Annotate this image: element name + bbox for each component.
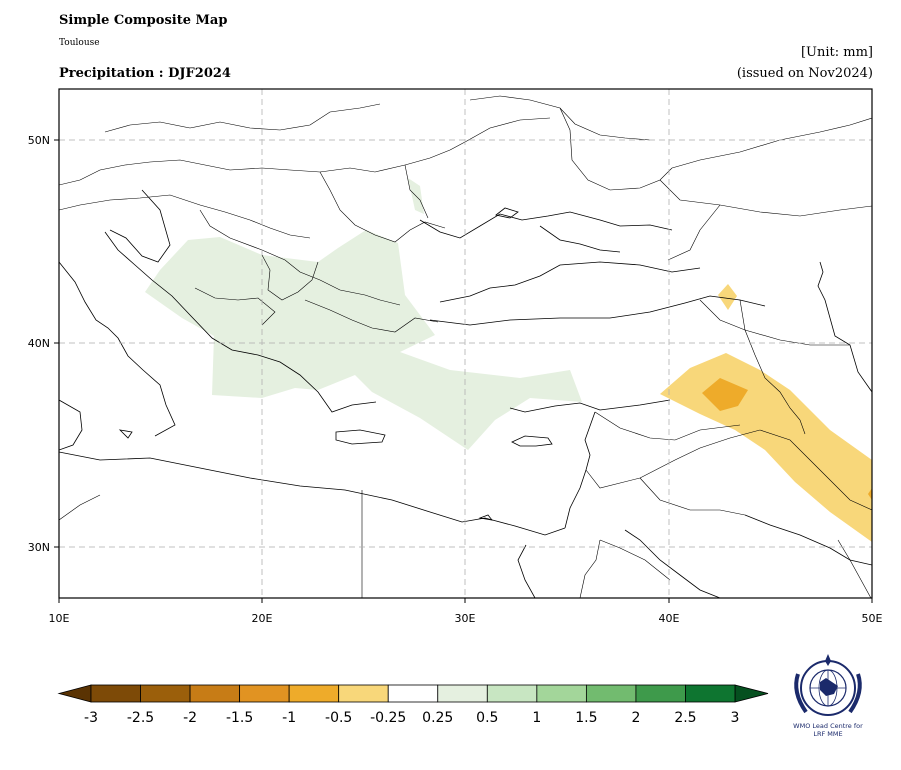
- colorbar-tick-label: 3: [731, 710, 740, 726]
- logo-caption: WMO Lead Centre for LRF MME: [778, 722, 878, 738]
- axis-ticks: [54, 139, 873, 603]
- colorbar-segment: [437, 684, 488, 703]
- colorbar-segment: [140, 684, 191, 703]
- colorbar-segment: [585, 684, 637, 703]
- variable-label: Precipitation : DJF2024: [59, 66, 231, 81]
- lat-label: 30N: [28, 541, 50, 554]
- logo-caption-line2: LRF MME: [813, 730, 843, 738]
- unit-label: [Unit: mm]: [800, 45, 873, 60]
- colorbar-segment: [90, 684, 141, 703]
- country-borders: [59, 95, 872, 598]
- map-subtitle: Toulouse: [59, 38, 100, 48]
- anomaly-turkey-dry: [718, 284, 737, 310]
- map-content: [59, 89, 872, 598]
- colorbar-segment: [486, 684, 538, 703]
- anomaly-edge-dry: [868, 488, 872, 500]
- lon-label: 20E: [252, 612, 273, 625]
- colorbar-tick-label: -0.5: [325, 710, 352, 726]
- colorbar-tick-label: 2: [631, 710, 640, 726]
- colorbar: -3 -2.5 -2 -1.5 -1 -0.5 -0.25 0.25 0.5 1 1.5 2 2.5 3: [57, 684, 769, 726]
- colorbar-segment: [685, 684, 736, 703]
- issued-label: (issued on Nov2024): [736, 66, 873, 81]
- colorbar-segment: [189, 684, 241, 703]
- axis-labels: 10E 20E 30E 40E 50E 50N 40N 30N: [28, 134, 883, 625]
- colorbar-segment: [635, 684, 686, 703]
- colorbar-segment: [239, 684, 290, 703]
- colorbar-tick-label: 0.5: [476, 710, 498, 726]
- colorbar-tick-label: 1: [532, 710, 541, 726]
- coastlines: [59, 189, 872, 598]
- lon-label: 10E: [49, 612, 70, 625]
- colorbar-tick-label: -2.5: [127, 710, 154, 726]
- anomaly-balkans-wet: [145, 230, 582, 450]
- lon-label: 40E: [659, 612, 680, 625]
- colorbar-segment: [387, 684, 439, 703]
- colorbar-segment: [288, 684, 340, 703]
- colorbar-tick-label: 2.5: [674, 710, 696, 726]
- lon-label: 50E: [862, 612, 883, 625]
- colorbar-extend-low: [57, 684, 92, 703]
- gridlines: [59, 89, 872, 598]
- lon-label: 30E: [455, 612, 476, 625]
- colorbar-tick-label: -3: [84, 710, 98, 726]
- colorbar-tick-label: -1.5: [226, 710, 253, 726]
- logo-caption-line1: WMO Lead Centre for: [793, 722, 863, 730]
- colorbar-segment: [338, 684, 389, 703]
- anomaly-iraq-dry-core: [702, 378, 748, 411]
- colorbar-tick-label: 0.25: [422, 710, 453, 726]
- colorbar-tick-label: -2: [183, 710, 197, 726]
- anomaly-iraq-dry: [660, 353, 872, 542]
- wmo-logo-icon: [794, 654, 862, 716]
- colorbar-segment: [536, 684, 587, 703]
- map-title: Simple Composite Map: [59, 13, 228, 28]
- colorbar-tick-label: -0.25: [370, 710, 406, 726]
- colorbar-extend-high: [734, 684, 769, 703]
- colorbar-tick-label: 1.5: [575, 710, 597, 726]
- lat-label: 50N: [28, 134, 50, 147]
- lat-label: 40N: [28, 337, 50, 350]
- colorbar-tick-label: -1: [282, 710, 296, 726]
